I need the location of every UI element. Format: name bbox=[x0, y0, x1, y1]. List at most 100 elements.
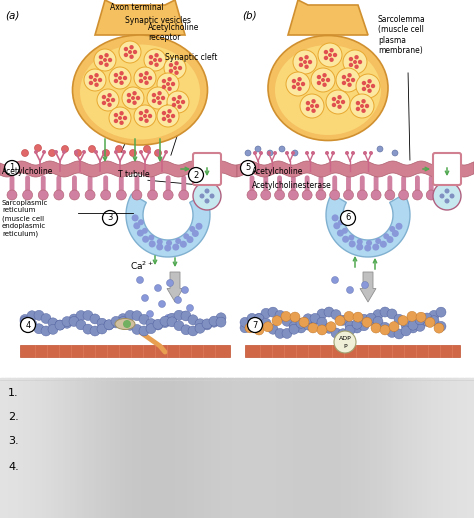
Circle shape bbox=[392, 150, 398, 156]
Circle shape bbox=[356, 74, 380, 98]
Circle shape bbox=[114, 73, 118, 77]
Circle shape bbox=[324, 307, 334, 317]
Circle shape bbox=[445, 189, 449, 194]
Circle shape bbox=[245, 150, 251, 156]
Circle shape bbox=[109, 107, 131, 129]
Circle shape bbox=[253, 151, 257, 155]
Circle shape bbox=[355, 65, 359, 69]
Bar bbox=[265, 378, 269, 518]
Bar bbox=[358, 378, 361, 518]
Circle shape bbox=[268, 307, 278, 317]
Circle shape bbox=[254, 314, 264, 324]
Bar bbox=[450, 378, 454, 518]
Bar bbox=[95, 378, 98, 518]
Bar bbox=[192, 378, 195, 518]
Circle shape bbox=[282, 328, 292, 338]
Bar bbox=[261, 378, 264, 518]
Circle shape bbox=[429, 310, 439, 320]
Circle shape bbox=[134, 105, 156, 127]
Circle shape bbox=[167, 87, 172, 91]
Circle shape bbox=[107, 93, 112, 97]
Bar bbox=[45, 378, 48, 518]
Circle shape bbox=[399, 190, 409, 200]
Circle shape bbox=[137, 277, 144, 283]
Text: Ca$^{2+}$: Ca$^{2+}$ bbox=[130, 260, 154, 272]
Circle shape bbox=[375, 238, 381, 244]
Circle shape bbox=[352, 323, 362, 333]
Circle shape bbox=[200, 194, 204, 198]
Bar bbox=[118, 378, 122, 518]
Bar bbox=[223, 378, 226, 518]
Circle shape bbox=[296, 323, 306, 333]
Bar bbox=[220, 378, 224, 518]
Ellipse shape bbox=[275, 45, 381, 135]
Circle shape bbox=[20, 314, 30, 324]
Circle shape bbox=[366, 313, 376, 323]
Circle shape bbox=[293, 50, 317, 74]
Circle shape bbox=[337, 95, 342, 99]
Circle shape bbox=[324, 323, 334, 333]
Bar bbox=[211, 378, 214, 518]
Bar bbox=[26, 378, 29, 518]
Circle shape bbox=[94, 150, 98, 154]
Circle shape bbox=[125, 320, 135, 330]
Bar bbox=[194, 378, 198, 518]
Circle shape bbox=[445, 198, 449, 204]
Circle shape bbox=[286, 72, 310, 96]
Circle shape bbox=[340, 210, 356, 225]
Circle shape bbox=[139, 73, 143, 77]
Circle shape bbox=[380, 325, 390, 335]
Ellipse shape bbox=[268, 36, 388, 140]
Bar bbox=[225, 378, 228, 518]
Bar bbox=[339, 378, 342, 518]
Circle shape bbox=[343, 50, 367, 74]
Circle shape bbox=[162, 111, 166, 116]
Circle shape bbox=[148, 76, 152, 80]
Bar bbox=[38, 378, 41, 518]
Circle shape bbox=[422, 313, 432, 323]
Circle shape bbox=[109, 67, 131, 89]
Circle shape bbox=[342, 236, 349, 243]
Circle shape bbox=[299, 317, 309, 327]
Bar bbox=[332, 378, 335, 518]
Circle shape bbox=[321, 78, 325, 82]
Bar bbox=[50, 378, 53, 518]
Circle shape bbox=[55, 320, 65, 330]
Circle shape bbox=[144, 146, 151, 152]
Circle shape bbox=[380, 307, 390, 317]
Circle shape bbox=[164, 314, 172, 322]
Bar bbox=[199, 378, 202, 518]
Bar bbox=[365, 378, 368, 518]
Circle shape bbox=[127, 93, 131, 97]
Bar bbox=[190, 378, 193, 518]
Text: 7: 7 bbox=[252, 321, 258, 329]
Circle shape bbox=[163, 190, 173, 200]
Bar bbox=[401, 378, 404, 518]
Circle shape bbox=[371, 190, 381, 200]
Circle shape bbox=[316, 190, 326, 200]
Bar bbox=[268, 378, 271, 518]
Bar bbox=[337, 378, 340, 518]
Bar bbox=[19, 378, 22, 518]
Circle shape bbox=[245, 323, 255, 333]
Bar bbox=[455, 378, 458, 518]
Bar bbox=[216, 378, 219, 518]
Bar bbox=[434, 378, 437, 518]
Circle shape bbox=[136, 96, 140, 100]
Bar bbox=[384, 378, 387, 518]
Circle shape bbox=[164, 57, 186, 79]
Circle shape bbox=[344, 190, 354, 200]
Circle shape bbox=[174, 70, 179, 75]
Circle shape bbox=[41, 313, 51, 324]
Circle shape bbox=[132, 91, 137, 95]
Circle shape bbox=[387, 309, 397, 319]
Bar bbox=[299, 378, 302, 518]
Circle shape bbox=[367, 79, 372, 83]
Circle shape bbox=[124, 47, 128, 51]
Bar bbox=[9, 378, 13, 518]
Bar bbox=[273, 378, 276, 518]
Polygon shape bbox=[326, 194, 410, 257]
Circle shape bbox=[48, 324, 58, 334]
Circle shape bbox=[157, 91, 162, 95]
Circle shape bbox=[174, 61, 179, 65]
